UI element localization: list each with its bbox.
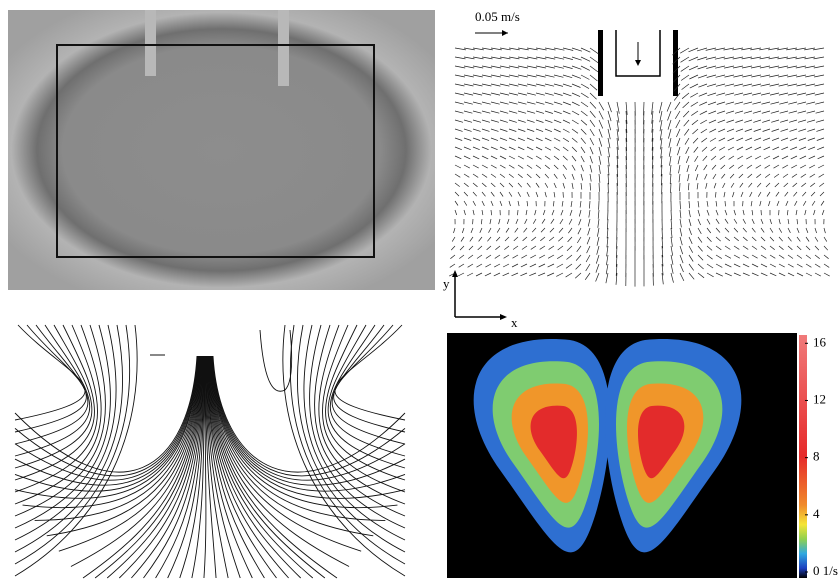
streamline [15, 325, 116, 540]
streamline [15, 325, 88, 444]
streamline [15, 325, 86, 432]
streamline [212, 356, 405, 491]
streamline [15, 356, 199, 498]
streamline [212, 356, 405, 485]
y-axis-head [452, 270, 458, 277]
y-axis-label: y [443, 276, 450, 291]
streamline [209, 356, 349, 566]
rod [278, 10, 289, 86]
colorbar-tick-label: 4 [813, 506, 820, 521]
streamline [335, 325, 405, 420]
scale-label: 0.05 m/s [475, 9, 520, 24]
photo [8, 10, 435, 290]
contour-panel: 0 1/s 4 8 12 16 [447, 333, 838, 578]
streamline [47, 356, 200, 536]
streamline-panel [15, 325, 405, 578]
vector-panel: 0.05 m/s y x [443, 9, 830, 330]
x-axis-label: x [511, 315, 518, 330]
streamline [15, 325, 90, 456]
streamline [209, 356, 337, 578]
nozzle-wall [598, 30, 603, 96]
colorbar-tick-label: 16 [813, 334, 827, 349]
scale-arrow-head [502, 30, 508, 36]
rod [145, 10, 156, 76]
streamline [334, 325, 405, 432]
vector-arrows [449, 48, 830, 287]
streamline [15, 325, 85, 420]
streamline [304, 325, 405, 540]
streamline [332, 325, 405, 444]
streamline [208, 356, 313, 578]
colorbar [799, 335, 807, 578]
colorbar-tick-label: 0 1/s [813, 563, 838, 578]
figure: 0.05 m/s y x 0 1/s 4 8 12 16 [0, 0, 840, 579]
streamline [107, 356, 202, 578]
streamline [150, 330, 292, 391]
colorbar-tick-label: 12 [813, 391, 826, 406]
photo-panel [8, 10, 435, 290]
x-axis-head [500, 314, 507, 320]
streamline [330, 325, 405, 456]
flow-arrow-head [635, 60, 641, 66]
colorbar-tick-label: 8 [813, 449, 820, 464]
